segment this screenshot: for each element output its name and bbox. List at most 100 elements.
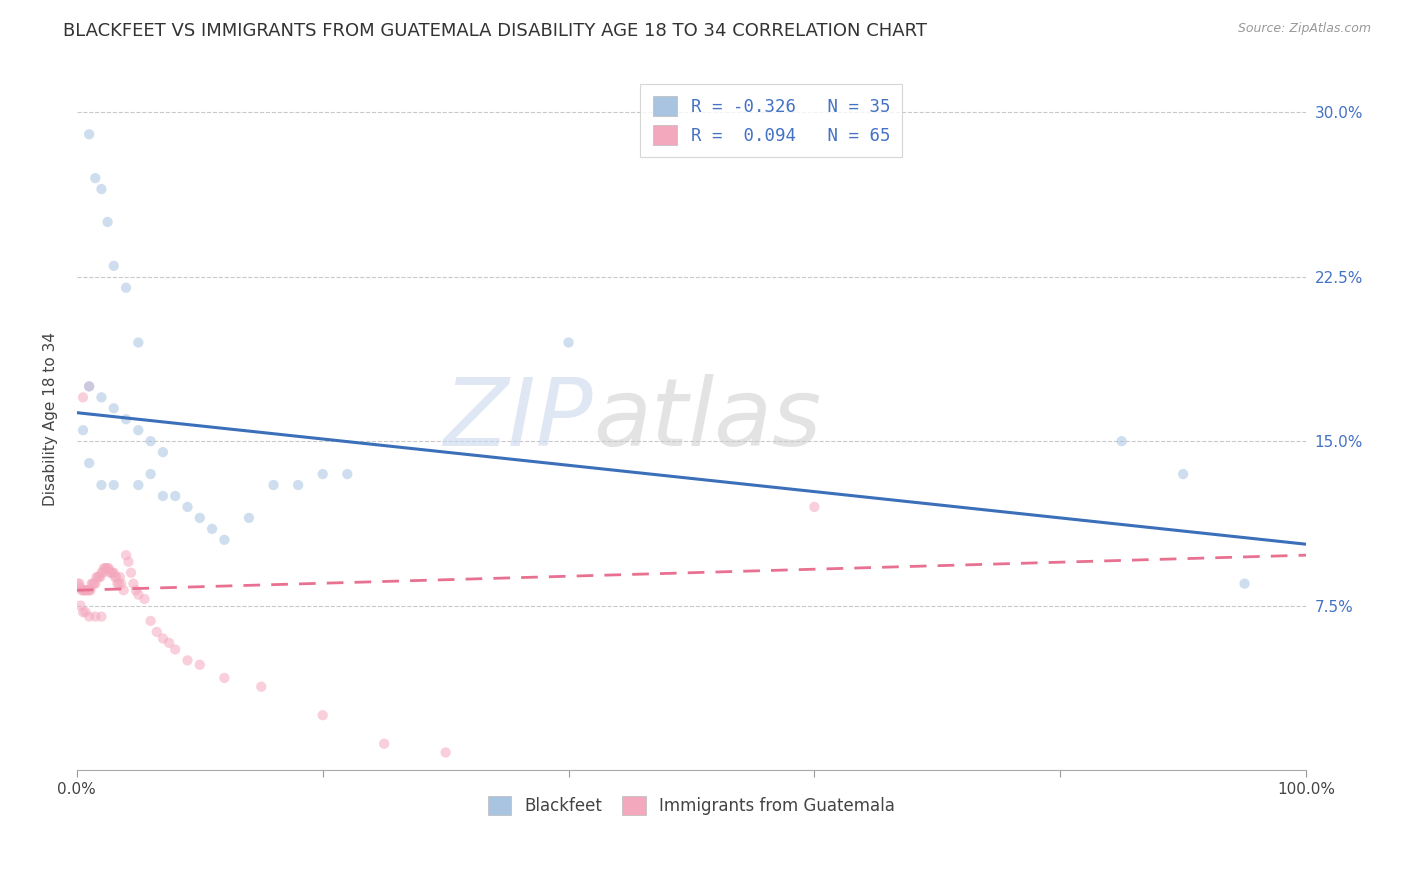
Point [84,576,107,591]
Point [127,423,149,437]
Point [250,680,273,694]
Point [127,335,149,350]
Point [122,576,145,591]
Text: Source: ZipAtlas.com: Source: ZipAtlas.com [1237,22,1371,36]
Point [67,576,90,591]
Text: ZIP: ZIP [443,374,593,465]
Point [87,570,110,584]
Point [312,708,335,723]
Point [82,576,104,591]
Point [127,478,149,492]
Point [165,642,187,657]
Point [373,737,395,751]
Point [108,570,131,584]
Point [134,592,156,607]
Point [176,500,198,514]
Point [104,570,127,584]
Point [115,412,138,426]
Point [72,423,94,437]
Point [115,281,138,295]
Point [97,561,120,575]
Point [73,583,96,598]
Point [97,215,120,229]
Point [77,609,100,624]
Point [145,624,167,639]
Point [98,566,121,580]
Point [90,182,112,196]
Point [89,570,111,584]
Y-axis label: Disability Age 18 to 34: Disability Age 18 to 34 [44,332,58,507]
Point [105,570,128,584]
Legend: Blackfeet, Immigrants from Guatemala: Blackfeet, Immigrants from Guatemala [478,786,905,825]
Point [72,605,94,619]
Point [139,614,162,628]
Point [176,653,198,667]
Point [75,605,97,619]
Point [120,566,142,580]
Point [77,128,100,142]
Point [90,390,112,404]
Point [79,583,101,598]
Point [434,746,457,760]
Point [287,478,309,492]
Point [188,511,211,525]
Point [90,566,112,580]
Point [139,467,162,481]
Point [70,583,93,598]
Point [115,548,138,562]
Point [72,583,94,598]
Point [76,583,98,598]
Point [152,445,174,459]
Point [94,561,117,575]
Point [90,609,112,624]
Point [110,576,132,591]
Point [152,489,174,503]
Point [101,566,124,580]
Point [77,379,100,393]
Point [91,566,114,580]
Point [1111,434,1133,449]
Point [336,467,359,481]
Point [201,522,224,536]
Point [312,467,335,481]
Point [165,489,187,503]
Point [103,401,125,416]
Point [69,581,91,595]
Point [1233,576,1256,591]
Point [238,511,260,525]
Point [77,583,100,598]
Point [103,259,125,273]
Point [90,478,112,492]
Point [80,576,103,591]
Point [112,583,135,598]
Text: atlas: atlas [593,374,821,465]
Point [103,478,125,492]
Point [96,561,118,575]
Point [67,576,90,591]
Point [214,671,236,685]
Point [107,576,129,591]
Point [97,561,120,575]
Point [86,570,108,584]
Point [125,583,148,598]
Point [77,456,100,470]
Point [157,636,180,650]
Point [69,599,91,613]
Point [107,576,129,591]
Text: BLACKFEET VS IMMIGRANTS FROM GUATEMALA DISABILITY AGE 18 TO 34 CORRELATION CHART: BLACKFEET VS IMMIGRANTS FROM GUATEMALA D… [63,22,928,40]
Point [84,171,107,186]
Point [87,570,110,584]
Point [117,555,139,569]
Point [152,632,174,646]
Point [77,583,100,598]
Point [803,500,825,514]
Point [75,583,97,598]
Point [83,576,105,591]
Point [100,566,122,580]
Point [127,588,149,602]
Point [1171,467,1194,481]
Point [188,657,211,672]
Point [77,379,100,393]
Point [263,478,285,492]
Point [93,561,115,575]
